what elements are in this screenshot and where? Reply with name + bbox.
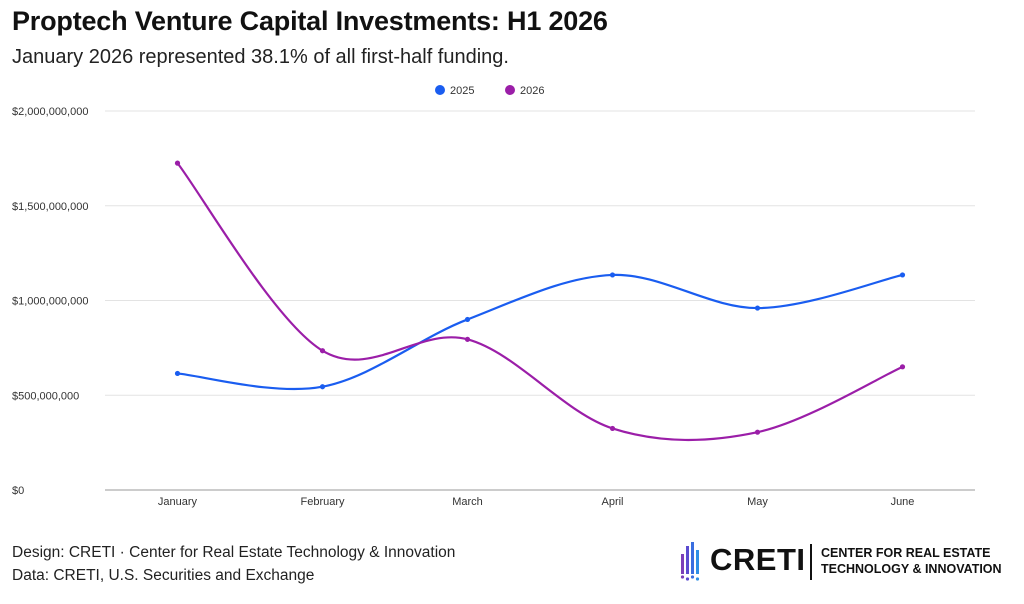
- data-source: Data: CRETI, U.S. Securities and Exchang…: [12, 567, 315, 584]
- creti-logo: CRETI CENTER FOR REAL ESTATE TECHNOLOGY …: [676, 538, 1016, 586]
- y-tick-label: $1,500,000,000: [12, 201, 88, 213]
- series-line-2025: [177, 273, 903, 391]
- data-point-2025: [174, 370, 181, 377]
- y-tick-label: $2,000,000,000: [12, 106, 88, 118]
- legend-label-2025: 2025: [450, 85, 474, 97]
- legend-marker-2025: [435, 85, 445, 95]
- chart-title: Proptech Venture Capital Investments: H1…: [12, 6, 608, 36]
- x-tick-label: May: [747, 496, 768, 508]
- x-tick-label: January: [158, 496, 198, 508]
- x-tick-label: April: [601, 496, 623, 508]
- logo-divider: [810, 544, 812, 580]
- data-point-2025: [319, 384, 326, 390]
- data-point-2026: [609, 425, 616, 432]
- data-point-2026: [174, 160, 181, 166]
- logo-tagline-1: CENTER FOR REAL ESTATE: [821, 546, 991, 560]
- y-tick-label: $0: [12, 485, 24, 497]
- data-point-2026: [754, 429, 761, 435]
- gridlines: [105, 110, 975, 491]
- data-point-2026: [464, 336, 471, 342]
- logo-tagline-2: TECHNOLOGY & INNOVATION: [821, 562, 1002, 576]
- data-point-2025: [609, 272, 616, 278]
- series-line-2026: [176, 162, 903, 442]
- x-tick-label: March: [452, 496, 483, 508]
- legend-marker-2026: [505, 85, 515, 95]
- data-point-2025: [464, 316, 471, 323]
- y-tick-label: $500,000,000: [12, 390, 79, 402]
- building-bars-icon: [680, 542, 700, 581]
- series-lines: [176, 162, 903, 442]
- y-tick-label: $1,000,000,000: [12, 296, 88, 308]
- data-point-2026: [319, 348, 326, 354]
- data-point-2025: [754, 305, 761, 311]
- footer: Design: CRETI · Center for Real Estate T…: [12, 541, 455, 587]
- y-axis: $0 $500,000,000 $1,000,000,000 $1,500,000,0…: [12, 106, 88, 497]
- series-points: [174, 160, 906, 435]
- x-tick-label: February: [300, 496, 345, 508]
- chart-subtitle: January 2026 represented 38.1% of all fi…: [12, 46, 509, 68]
- x-tick-label: June: [891, 496, 915, 508]
- line-chart: $0 $500,000,000 $1,000,000,000 $1,500,000,0…: [12, 85, 975, 508]
- data-point-2026: [899, 364, 906, 370]
- design-credit: Design: CRETI · Center for Real Estate T…: [12, 544, 456, 561]
- legend-label-2026: 2026: [520, 85, 544, 97]
- logo-wordmark: CRETI: [710, 542, 806, 577]
- legend: 2025 2026: [435, 85, 544, 97]
- x-axis: January February March April May June: [158, 496, 915, 508]
- data-point-2025: [899, 272, 906, 278]
